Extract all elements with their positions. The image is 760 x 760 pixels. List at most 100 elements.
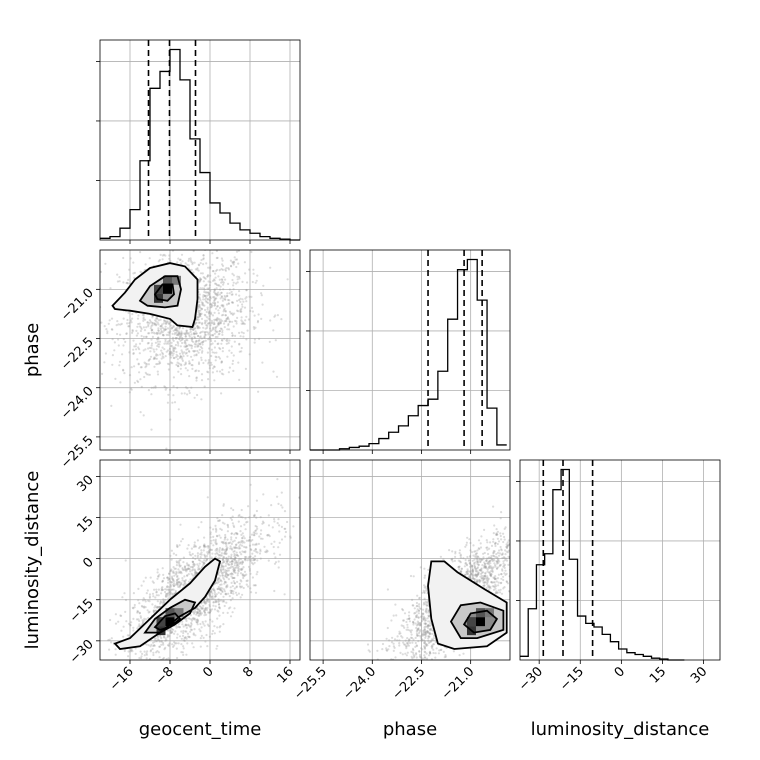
sample-point [153,644,156,647]
sample-point [238,545,241,548]
sample-point [141,338,144,341]
sample-point [212,327,215,330]
sample-point [219,574,222,577]
sample-point [237,570,240,573]
sample-point [231,334,234,337]
sample-point [423,647,427,650]
sample-point [206,275,209,278]
sample-point [256,319,260,323]
sample-point [501,569,504,572]
sample-point [495,533,498,536]
sample-point [220,291,223,294]
sample-point [225,593,228,596]
sample-point [150,428,153,431]
sample-point [177,581,180,584]
sample-point [216,293,220,296]
sample-point [121,353,124,356]
sample-point [217,322,220,325]
sample-point [223,552,226,555]
sample-point [232,590,235,593]
sample-point [228,541,231,545]
sample-point [283,527,286,530]
sample-point [148,610,151,613]
sample-point [201,272,204,275]
sample-point [475,560,478,563]
sample-point [200,553,203,556]
sample-point [227,267,230,270]
sample-point [417,616,420,619]
sample-point [249,587,252,590]
sample-point [169,585,172,588]
sample-point [199,345,203,349]
sample-point [270,504,273,507]
sample-point [197,325,200,329]
sample-point [184,367,187,370]
sample-point [161,579,164,582]
sample-point [114,377,117,380]
sample-point [220,568,223,571]
sample-point [169,629,172,632]
sample-point [258,337,261,340]
sample-point [417,628,420,631]
sample-point [479,542,482,545]
sample-point [236,304,239,307]
sample-point [208,337,211,340]
sample-point [196,325,199,328]
sample-point [160,331,163,334]
sample-point [195,377,198,380]
sample-point [164,594,167,598]
sample-point [194,330,197,333]
sample-point [199,287,202,290]
sample-point [423,591,426,594]
sample-point [246,281,249,284]
sample-point [252,531,255,534]
sample-point [143,606,146,609]
sample-point [217,312,220,315]
sample-point [194,634,197,637]
sample-point [236,278,239,281]
sample-point [388,668,390,670]
sample-point [150,643,153,646]
sample-point [179,335,182,338]
sample-point [182,645,185,648]
sample-point [199,280,202,283]
sample-point [457,566,460,569]
sample-point [195,340,198,343]
sample-point [147,682,149,684]
sample-point [411,641,414,644]
sample-point [486,562,489,565]
sample-point [284,530,287,534]
sample-point [197,526,200,529]
sample-point [222,576,225,580]
sample-point [137,610,140,613]
sample-point [196,623,199,626]
sample-point [167,331,170,334]
sample-point [244,546,247,549]
sample-point [224,310,227,313]
sample-point [156,605,159,608]
sample-point [206,370,209,373]
sample-point [219,536,222,539]
sample-point [237,515,240,518]
sample-point [194,557,197,561]
sample-point [211,371,214,374]
sample-point [216,325,219,328]
sample-point [230,589,233,593]
sample-point [173,347,176,350]
sample-point [208,549,211,552]
sample-point [488,556,491,559]
sample-point [215,256,218,260]
sample-point [144,263,147,266]
sample-point [233,581,236,585]
sample-point [211,321,214,324]
sample-point [217,600,220,604]
sample-point [464,562,467,565]
sample-point [148,600,151,603]
sample-point [167,586,170,589]
sample-point [476,573,479,576]
sample-point [167,368,170,371]
sample-point [86,283,88,285]
sample-point [226,294,229,298]
sample-point [238,551,242,554]
sample-point [152,386,155,389]
